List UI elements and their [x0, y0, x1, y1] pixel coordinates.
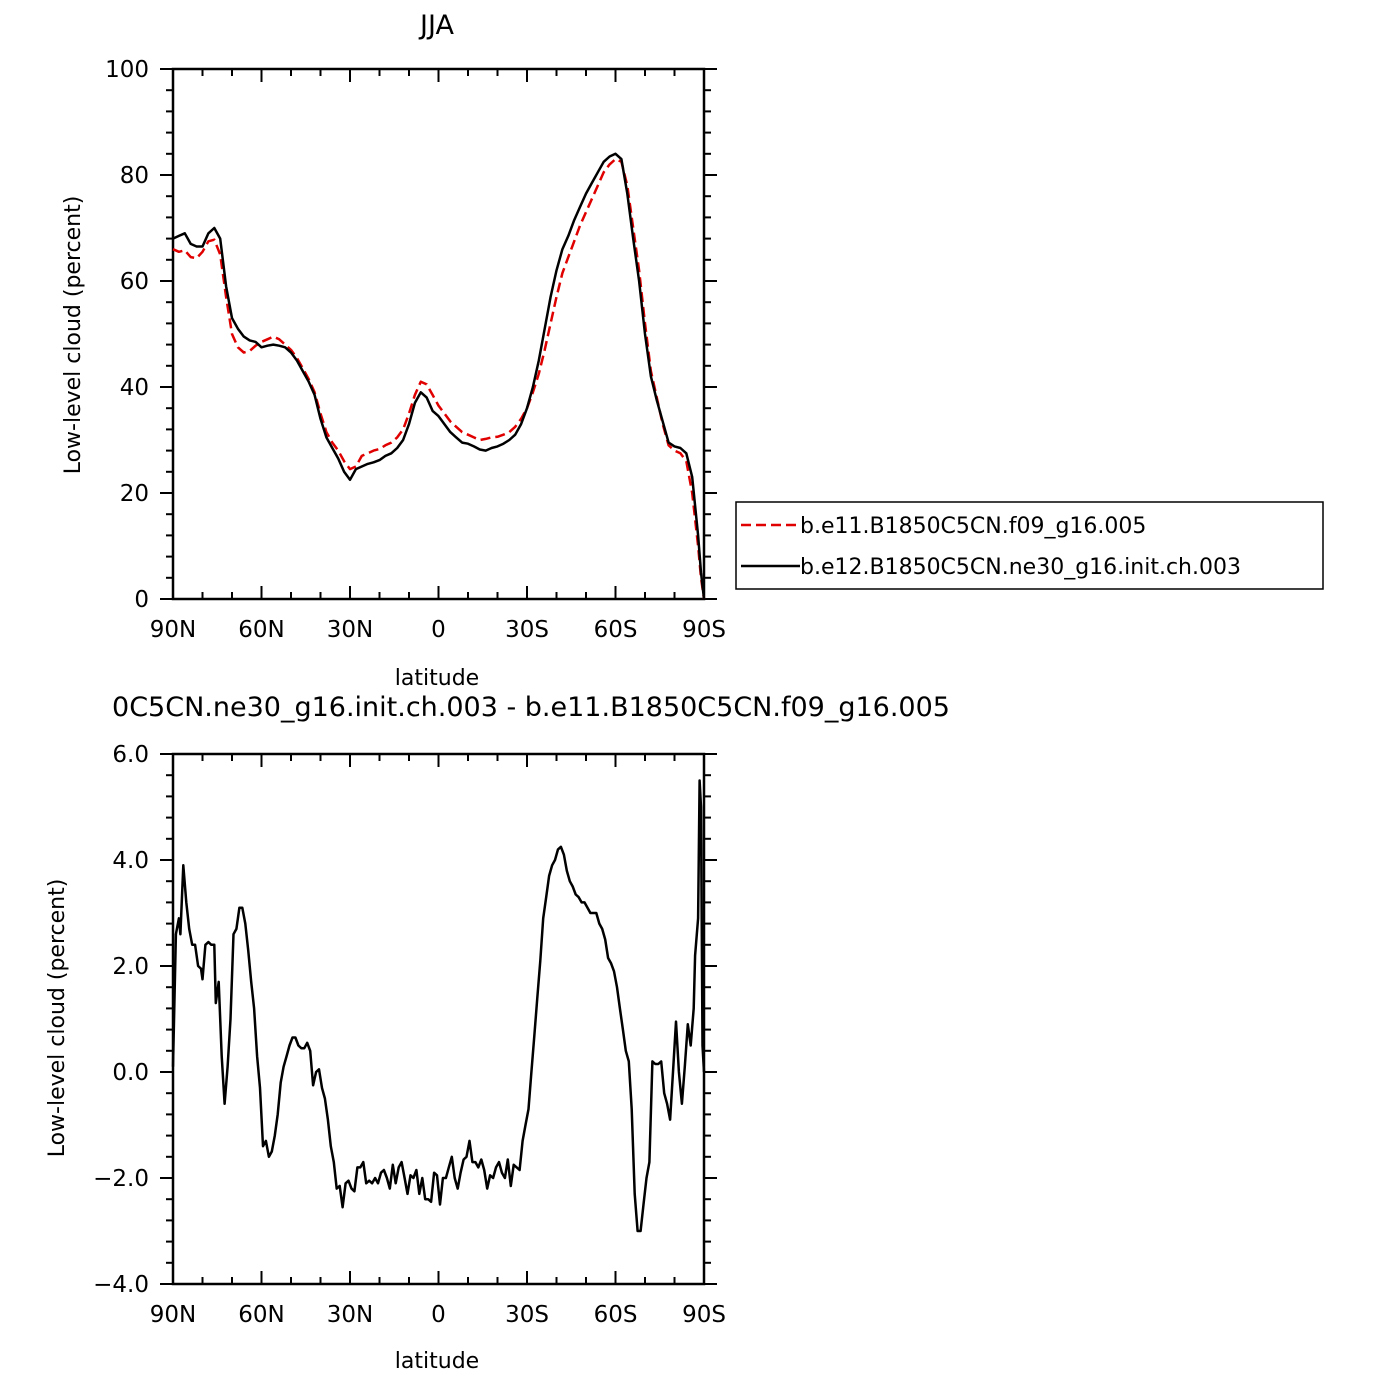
- bottom-y-tick-label: 6.0: [112, 742, 149, 768]
- top-x-tick-label: 90N: [150, 617, 196, 643]
- top-plot-area: 90N 60N 30N 0 30S 60S 90S 0 20 40 60 80 100: [105, 57, 726, 643]
- top-x-axis-label: latitude: [395, 666, 479, 691]
- bottom-x-axis-label: latitude: [395, 1349, 479, 1374]
- bottom-x-tick-label: 30N: [327, 1302, 373, 1328]
- top-plot-frame: [171, 67, 706, 601]
- top-y-tick-label: 0: [134, 587, 149, 613]
- bottom-x-tick-label: 60S: [594, 1302, 638, 1328]
- legend-label-series-1: b.e11.B1850C5CN.f09_g16.005: [800, 514, 1146, 539]
- bottom-x-tick-label: 90N: [150, 1302, 196, 1328]
- top-y-tick-label: 60: [120, 269, 149, 295]
- bottom-panel: 0C5CN.ne30_g16.init.ch.003 - b.e11.B1850…: [45, 692, 950, 1374]
- bottom-plot-frame: [171, 752, 706, 1286]
- bottom-y-axis-label: Low-level cloud (percent): [45, 879, 70, 1158]
- bottom-x-tick-label: 90S: [682, 1302, 726, 1328]
- top-y-tick-label: 100: [105, 57, 149, 83]
- bottom-y-tick-label: 2.0: [112, 954, 149, 980]
- bottom-x-tick-label: 60N: [238, 1302, 284, 1328]
- top-x-tick-label: 60N: [238, 617, 284, 643]
- bottom-x-tick-label: 0: [431, 1302, 446, 1328]
- top-y-axis-label: Low-level cloud (percent): [61, 196, 86, 475]
- top-y-tick-label: 40: [120, 375, 149, 401]
- bottom-y-tick-label: 0.0: [112, 1060, 149, 1086]
- bottom-chart-title: 0C5CN.ne30_g16.init.ch.003 - b.e11.B1850…: [112, 692, 950, 723]
- top-x-tick-label: 90S: [682, 617, 726, 643]
- bottom-x-tick-label: 30S: [505, 1302, 549, 1328]
- bottom-series-line-1: [171, 779, 706, 1233]
- top-chart-title: JJA: [418, 10, 454, 41]
- bottom-y-tick-label: 4.0: [112, 848, 149, 874]
- legend-label-series-2: b.e12.B1850C5CN.ne30_g16.init.ch.003: [800, 555, 1241, 580]
- legend-box: [735, 501, 1324, 590]
- bottom-y-tick-label: −2.0: [93, 1166, 149, 1192]
- legend: b.e11.B1850C5CN.f09_g16.005 b.e12.B1850C…: [735, 501, 1324, 590]
- top-y-tick-label: 80: [120, 163, 149, 189]
- bottom-plot-area: 90N 60N 30N 0 30S 60S 90S −4.0 −2.0 0.0 2.0 4.0 6.0: [93, 742, 726, 1328]
- top-x-tick-label: 30N: [327, 617, 373, 643]
- top-panel: JJA 90N 60N 30N 0 30S 60S 90S 0 20 40 60 80 100 lati…: [61, 10, 1324, 691]
- top-x-tick-label: 60S: [594, 617, 638, 643]
- bottom-y-tick-label: −4.0: [93, 1272, 149, 1298]
- top-series-line-1: [172, 157, 706, 600]
- top-x-tick-label: 30S: [505, 617, 549, 643]
- top-x-tick-label: 0: [431, 617, 446, 643]
- top-y-tick-label: 20: [120, 481, 149, 507]
- top-series-line-2: [172, 152, 706, 600]
